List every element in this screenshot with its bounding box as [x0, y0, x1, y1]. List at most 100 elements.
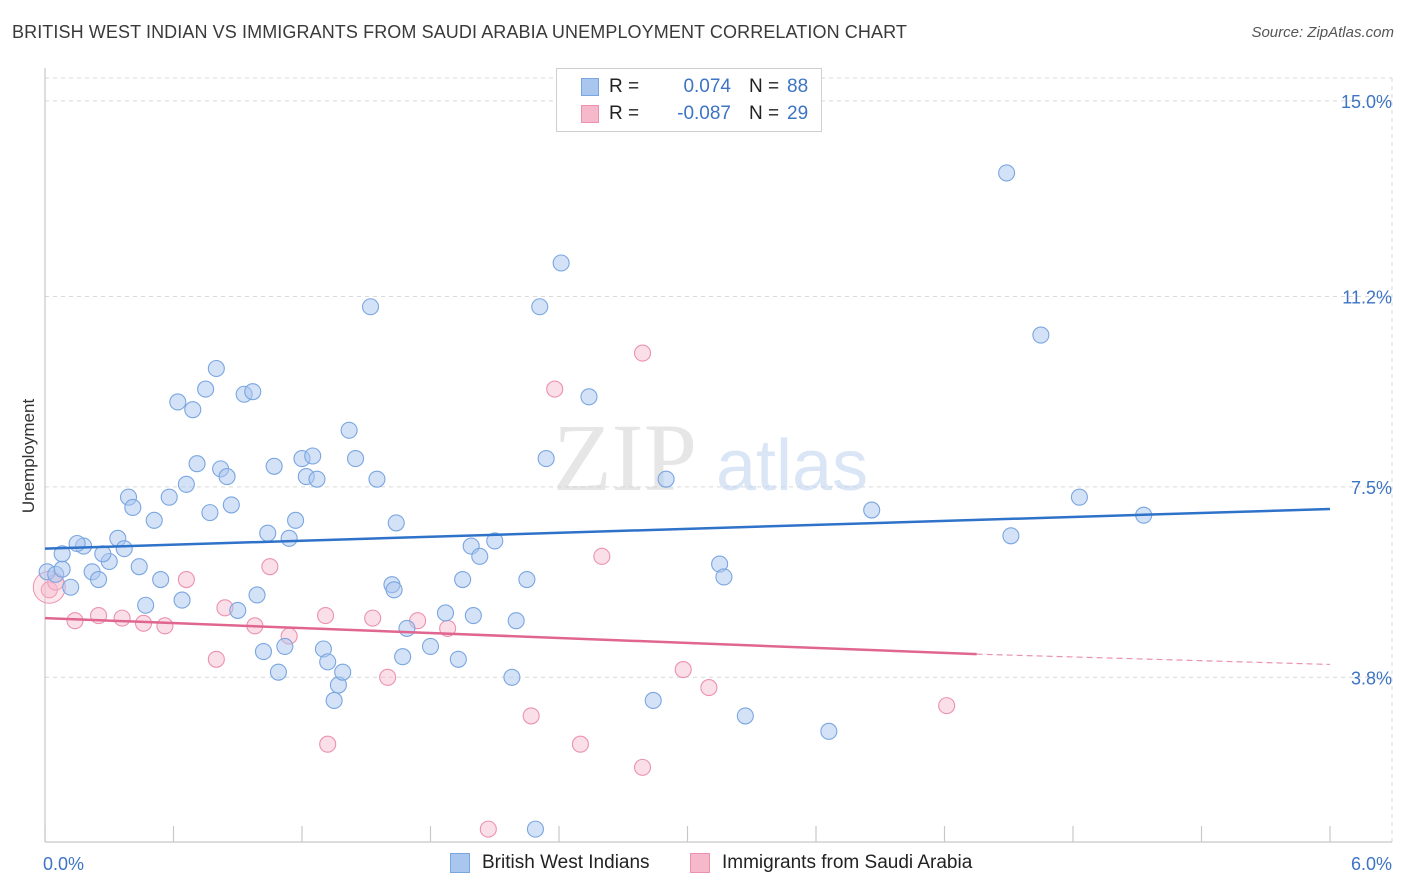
- bottom-legend-saudi: Immigrants from Saudi Arabia: [690, 852, 972, 874]
- data-point-bwi: [115, 540, 133, 558]
- x-tick-label-min: 0.0%: [43, 854, 84, 874]
- data-point-bwi: [222, 496, 240, 514]
- data-point-bwi: [68, 534, 86, 553]
- data-point-bwi: [248, 586, 266, 604]
- data-point-bwi: [201, 504, 219, 522]
- data-point-saudi: [207, 650, 225, 668]
- data-point-bwi: [169, 393, 187, 411]
- legend-n-value-bwi: 88: [787, 76, 809, 97]
- data-point-bwi: [265, 457, 283, 475]
- data-point-bwi: [387, 514, 405, 532]
- y-tick-label: 11.2%: [1342, 287, 1392, 307]
- data-point-bwi: [319, 653, 337, 671]
- data-point-saudi: [593, 547, 611, 565]
- data-point-bwi: [334, 663, 352, 681]
- data-point-bwi: [244, 383, 262, 401]
- bottom-legend-label-bwi: British West Indians: [482, 852, 650, 873]
- axes: [44, 68, 1392, 843]
- data-point-bwi: [177, 475, 195, 493]
- data-point-bwi: [464, 606, 482, 625]
- data-point-bwi: [184, 401, 202, 419]
- watermark-zip: ZIP: [553, 404, 697, 511]
- data-point-bwi: [580, 388, 598, 406]
- data-point-bwi: [325, 691, 343, 710]
- data-point-saudi: [522, 707, 540, 725]
- data-point-bwi: [398, 619, 416, 637]
- data-point-bwi: [1032, 326, 1050, 344]
- data-point-bwi: [346, 450, 365, 468]
- legend-r-value-bwi: 0.074: [683, 76, 731, 97]
- legend-n-label: N =: [749, 103, 780, 124]
- data-point-bwi: [269, 663, 287, 681]
- data-point-bwi: [53, 560, 71, 578]
- data-point-bwi: [998, 164, 1016, 182]
- data-point-bwi: [394, 648, 412, 666]
- data-point-saudi: [319, 735, 337, 753]
- data-point-bwi: [436, 604, 455, 622]
- data-point-saudi: [156, 617, 174, 635]
- trend-line-saudi: [44, 616, 977, 656]
- chart-title: BRITISH WEST INDIAN VS IMMIGRANTS FROM S…: [12, 22, 907, 42]
- x-tick-label-max: 6.0%: [1351, 854, 1392, 874]
- data-point-bwi: [531, 298, 549, 316]
- data-point-bwi: [421, 637, 440, 655]
- bottom-legend-bwi: British West Indians: [450, 852, 650, 874]
- trend-lines: [44, 507, 1331, 666]
- legend-row-bwi: R = 0.074 N = 88: [581, 74, 808, 100]
- data-point-bwi: [188, 455, 206, 473]
- data-point-saudi: [261, 558, 279, 576]
- data-point-bwi: [137, 596, 155, 614]
- data-point-bwi: [152, 570, 170, 589]
- legend-swatch-bwi: [581, 78, 599, 96]
- source-label: Source: ZipAtlas.com: [1251, 24, 1394, 41]
- watermark-atlas: atlas: [716, 426, 868, 506]
- data-point-bwi: [507, 612, 525, 630]
- data-point-saudi: [633, 758, 652, 776]
- legend-swatch-saudi: [581, 105, 599, 123]
- data-point-bwi: [308, 470, 326, 488]
- data-point-bwi: [124, 498, 142, 517]
- bottom-legend-label-saudi: Immigrants from Saudi Arabia: [722, 852, 973, 873]
- data-point-bwi: [503, 668, 521, 686]
- data-point-bwi: [368, 470, 386, 488]
- data-point-saudi: [317, 606, 335, 625]
- data-point-saudi: [177, 570, 195, 589]
- tick-labels: 3.8% 7.5% 11.2% 15.0% 0.0% 6.0%: [43, 92, 1392, 874]
- trend-line-saudi-extension: [976, 653, 1331, 666]
- y-tick-label: 3.8%: [1351, 668, 1392, 688]
- data-point-bwi: [820, 722, 838, 740]
- bottom-legend-swatch-bwi: [450, 853, 470, 873]
- data-point-bwi: [145, 511, 163, 529]
- data-point-bwi: [207, 359, 225, 378]
- data-point-saudi: [633, 344, 652, 362]
- data-point-bwi: [863, 501, 881, 519]
- legend-r-label: R =: [609, 103, 640, 124]
- y-tick-label: 15.0%: [1341, 92, 1392, 112]
- data-point-bwi: [53, 545, 71, 563]
- data-point-bwi: [62, 578, 80, 596]
- data-point-saudi: [938, 697, 956, 715]
- data-point-bwi: [280, 529, 298, 547]
- data-point-bwi: [160, 488, 178, 506]
- data-point-bwi: [715, 568, 733, 586]
- data-point-bwi: [304, 447, 322, 465]
- series-saudi-points: [32, 344, 956, 838]
- data-point-bwi: [736, 707, 754, 725]
- data-point-bwi: [276, 637, 294, 655]
- data-point-bwi: [454, 570, 472, 589]
- data-point-bwi: [486, 532, 504, 550]
- data-point-bwi: [287, 511, 305, 529]
- data-point-saudi: [674, 661, 692, 679]
- data-point-bwi: [218, 468, 236, 486]
- data-point-saudi: [700, 679, 718, 697]
- data-point-bwi: [518, 570, 536, 589]
- correlation-legend: R = 0.074 N = 88 R = -0.087 N = 29: [556, 68, 822, 132]
- trend-line-bwi: [44, 507, 1331, 550]
- data-point-bwi: [254, 643, 273, 661]
- data-point-bwi: [385, 581, 403, 599]
- data-point-saudi: [113, 609, 131, 627]
- data-point-bwi: [1002, 527, 1020, 545]
- y-axis-label: Unemployment: [19, 399, 38, 514]
- data-point-bwi: [130, 558, 148, 576]
- data-point-bwi: [537, 450, 555, 468]
